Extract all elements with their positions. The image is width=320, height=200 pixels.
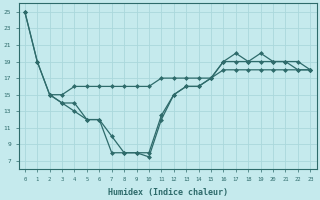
X-axis label: Humidex (Indice chaleur): Humidex (Indice chaleur) <box>108 188 228 197</box>
